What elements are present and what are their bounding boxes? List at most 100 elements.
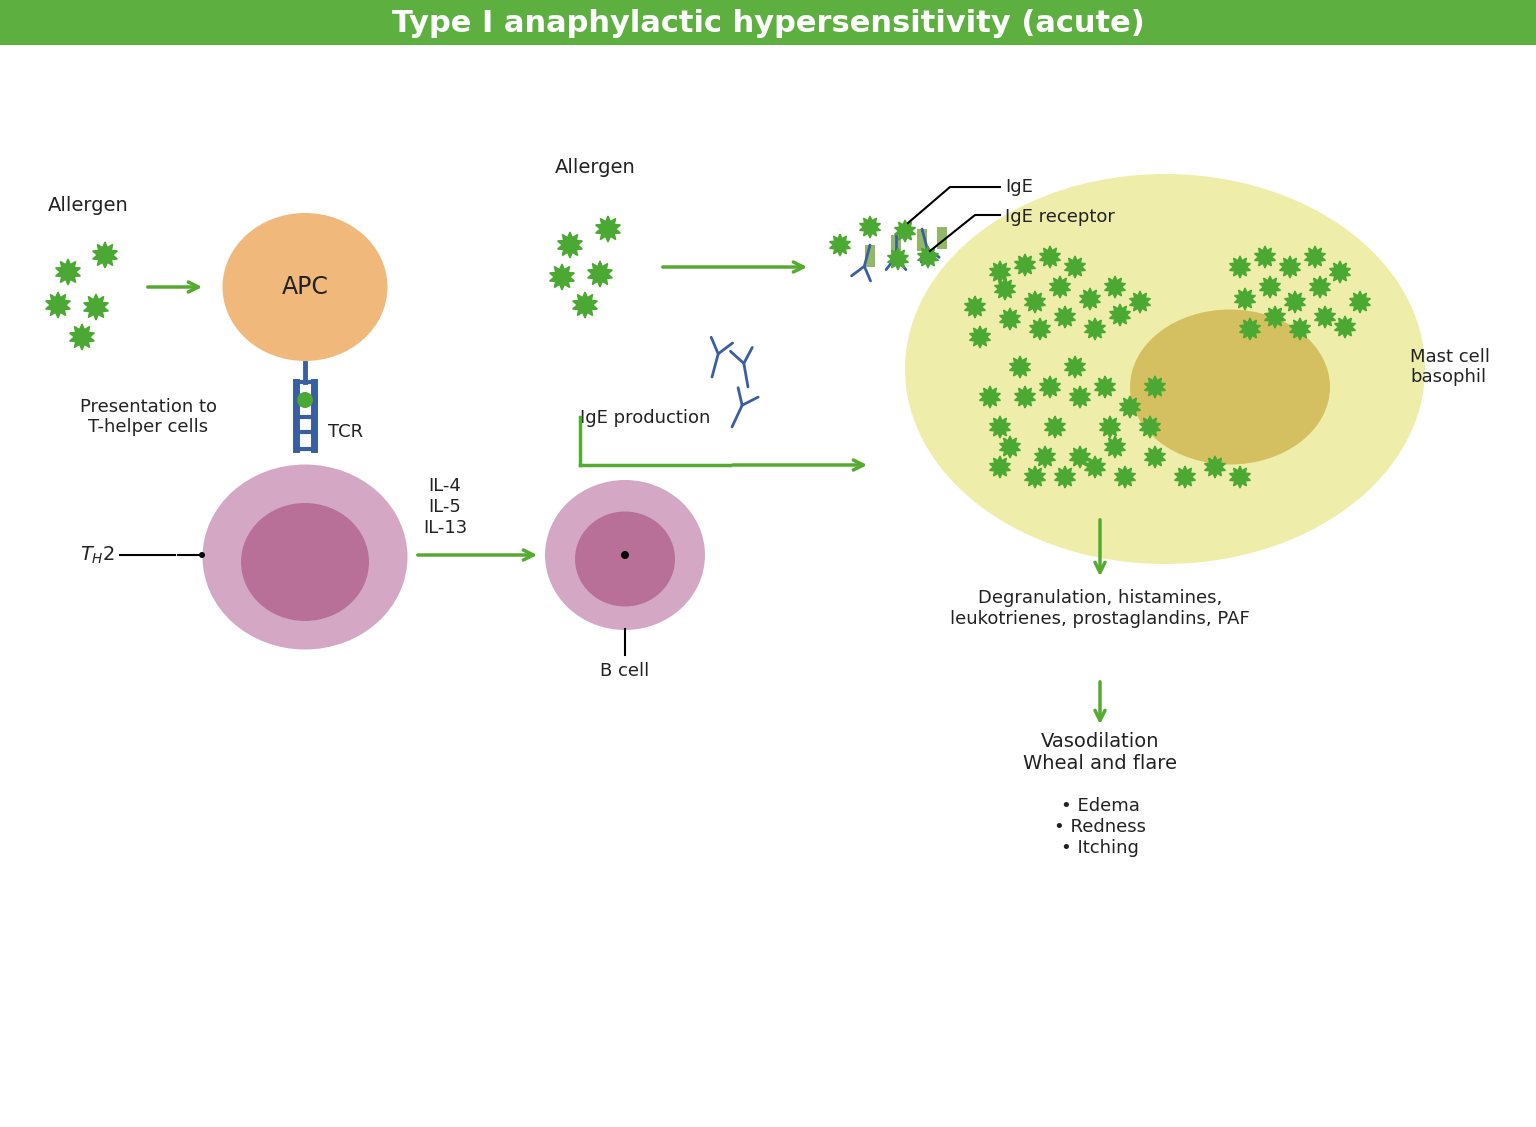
FancyBboxPatch shape xyxy=(917,229,928,251)
Polygon shape xyxy=(92,242,117,268)
Polygon shape xyxy=(1310,276,1330,298)
Text: IgE production: IgE production xyxy=(581,409,710,427)
Polygon shape xyxy=(69,323,94,350)
Text: B cell: B cell xyxy=(601,662,650,680)
Polygon shape xyxy=(1315,307,1335,328)
Polygon shape xyxy=(965,296,986,318)
Polygon shape xyxy=(1015,387,1035,408)
Text: APC: APC xyxy=(281,275,329,299)
Polygon shape xyxy=(1350,291,1370,313)
FancyBboxPatch shape xyxy=(891,236,902,257)
Ellipse shape xyxy=(1130,310,1330,464)
FancyBboxPatch shape xyxy=(0,0,1536,45)
Text: TCR: TCR xyxy=(329,423,362,441)
Polygon shape xyxy=(1330,261,1350,283)
Polygon shape xyxy=(1084,318,1106,340)
Polygon shape xyxy=(1279,256,1301,278)
Polygon shape xyxy=(989,416,1011,438)
Polygon shape xyxy=(989,456,1011,478)
Polygon shape xyxy=(994,278,1015,300)
Polygon shape xyxy=(1120,396,1140,418)
Polygon shape xyxy=(1084,456,1106,478)
Polygon shape xyxy=(1144,446,1166,468)
Polygon shape xyxy=(588,261,613,287)
Polygon shape xyxy=(1235,289,1255,310)
Polygon shape xyxy=(1115,465,1135,488)
Polygon shape xyxy=(46,292,71,318)
Polygon shape xyxy=(860,216,880,238)
Polygon shape xyxy=(1140,416,1161,438)
Polygon shape xyxy=(1009,356,1031,378)
Polygon shape xyxy=(1129,291,1150,313)
Polygon shape xyxy=(1304,246,1326,268)
Ellipse shape xyxy=(905,174,1425,564)
Polygon shape xyxy=(1095,376,1115,398)
Polygon shape xyxy=(1104,436,1126,458)
Polygon shape xyxy=(1264,307,1286,328)
Polygon shape xyxy=(829,234,851,256)
Polygon shape xyxy=(1029,318,1051,340)
Polygon shape xyxy=(989,261,1011,283)
Ellipse shape xyxy=(574,512,674,606)
Polygon shape xyxy=(917,246,938,268)
Polygon shape xyxy=(1255,246,1275,268)
Polygon shape xyxy=(1100,416,1120,438)
Polygon shape xyxy=(573,292,598,318)
Polygon shape xyxy=(1025,465,1046,488)
Text: Mast cell
basophil: Mast cell basophil xyxy=(1410,347,1490,387)
Text: Degranulation, histamines,
leukotrienes, prostaglandins, PAF: Degranulation, histamines, leukotrienes,… xyxy=(951,589,1250,628)
Polygon shape xyxy=(1175,465,1195,488)
Polygon shape xyxy=(1035,446,1055,468)
Text: IL-4
IL-5
IL-13: IL-4 IL-5 IL-13 xyxy=(422,477,467,536)
Polygon shape xyxy=(1055,465,1075,488)
Polygon shape xyxy=(596,216,621,242)
Polygon shape xyxy=(1260,276,1281,298)
Polygon shape xyxy=(1204,456,1226,478)
Polygon shape xyxy=(888,248,908,270)
Ellipse shape xyxy=(203,464,407,649)
Text: IgE: IgE xyxy=(1005,178,1032,196)
Polygon shape xyxy=(1240,318,1261,340)
Polygon shape xyxy=(1069,446,1091,468)
Polygon shape xyxy=(1229,256,1250,278)
Polygon shape xyxy=(1000,308,1020,330)
Polygon shape xyxy=(1290,318,1310,340)
Polygon shape xyxy=(1229,465,1250,488)
Polygon shape xyxy=(550,264,574,290)
Circle shape xyxy=(200,552,204,558)
Polygon shape xyxy=(1040,246,1060,268)
Text: Presentation to
T-helper cells: Presentation to T-helper cells xyxy=(80,398,217,436)
Polygon shape xyxy=(1049,276,1071,298)
Polygon shape xyxy=(894,220,915,242)
Ellipse shape xyxy=(241,503,369,621)
Text: Vasodilation
Wheal and flare: Vasodilation Wheal and flare xyxy=(1023,733,1177,773)
Polygon shape xyxy=(1040,376,1060,398)
Polygon shape xyxy=(1025,291,1046,313)
FancyBboxPatch shape xyxy=(865,245,876,267)
Polygon shape xyxy=(1080,289,1100,310)
Ellipse shape xyxy=(223,213,387,361)
Text: Type I anaphylactic hypersensitivity (acute): Type I anaphylactic hypersensitivity (ac… xyxy=(392,9,1144,37)
Circle shape xyxy=(296,392,313,408)
Polygon shape xyxy=(1044,416,1066,438)
Polygon shape xyxy=(558,232,582,258)
Polygon shape xyxy=(55,259,80,285)
Text: $T_H$2: $T_H$2 xyxy=(80,544,115,566)
Polygon shape xyxy=(1104,276,1126,298)
Text: • Edema
• Redness
• Itching: • Edema • Redness • Itching xyxy=(1054,797,1146,857)
Polygon shape xyxy=(1069,387,1091,408)
Text: Allergen: Allergen xyxy=(48,196,129,215)
Polygon shape xyxy=(1000,436,1020,458)
Polygon shape xyxy=(1284,291,1306,313)
Ellipse shape xyxy=(545,480,705,630)
Polygon shape xyxy=(1335,316,1355,338)
Circle shape xyxy=(621,551,630,559)
Polygon shape xyxy=(980,387,1000,408)
Polygon shape xyxy=(969,326,991,348)
Polygon shape xyxy=(1064,356,1086,378)
Polygon shape xyxy=(83,294,109,320)
FancyBboxPatch shape xyxy=(937,227,948,249)
Polygon shape xyxy=(1055,307,1075,328)
Polygon shape xyxy=(1109,304,1130,326)
Text: Allergen: Allergen xyxy=(554,158,636,177)
